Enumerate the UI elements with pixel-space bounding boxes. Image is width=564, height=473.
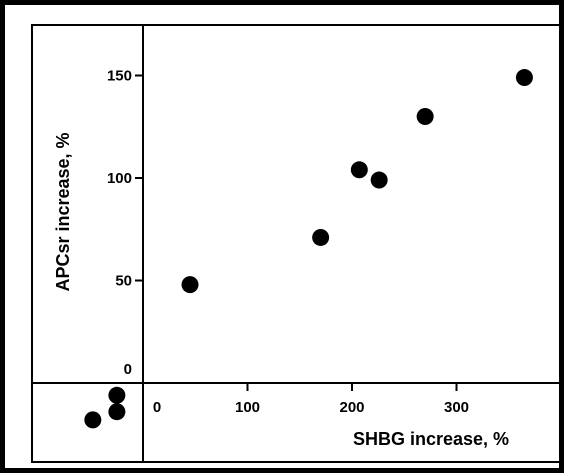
- x-tick-label: 0: [153, 399, 161, 416]
- data-point: [108, 386, 126, 404]
- x-tick-label: 300: [444, 399, 469, 416]
- data-point: [416, 108, 434, 125]
- data-point: [181, 276, 199, 294]
- y-tick-label: 150: [107, 68, 132, 85]
- data-point: [312, 228, 330, 246]
- y-axis-label: APCsr increase, %: [53, 132, 73, 291]
- data-point: [350, 161, 368, 179]
- plot-area-border: [31, 24, 564, 463]
- y-axis-ticks: 0 50 100 150: [107, 68, 143, 378]
- x-tick-label: 200: [339, 399, 364, 416]
- x-tick-label: 100: [235, 399, 260, 416]
- y-tick-label: 50: [115, 273, 132, 290]
- x-axis-ticks: 0 100 200 300: [153, 383, 469, 416]
- data-points: [84, 69, 533, 429]
- data-point: [370, 171, 388, 189]
- y-tick-label: 100: [107, 170, 132, 187]
- y-tick-label: 0: [124, 361, 132, 378]
- x-axis-label: SHBG increase, %: [353, 429, 509, 449]
- data-point: [108, 403, 126, 421]
- axes: [33, 26, 564, 461]
- data-point: [515, 69, 533, 87]
- data-point: [84, 411, 102, 429]
